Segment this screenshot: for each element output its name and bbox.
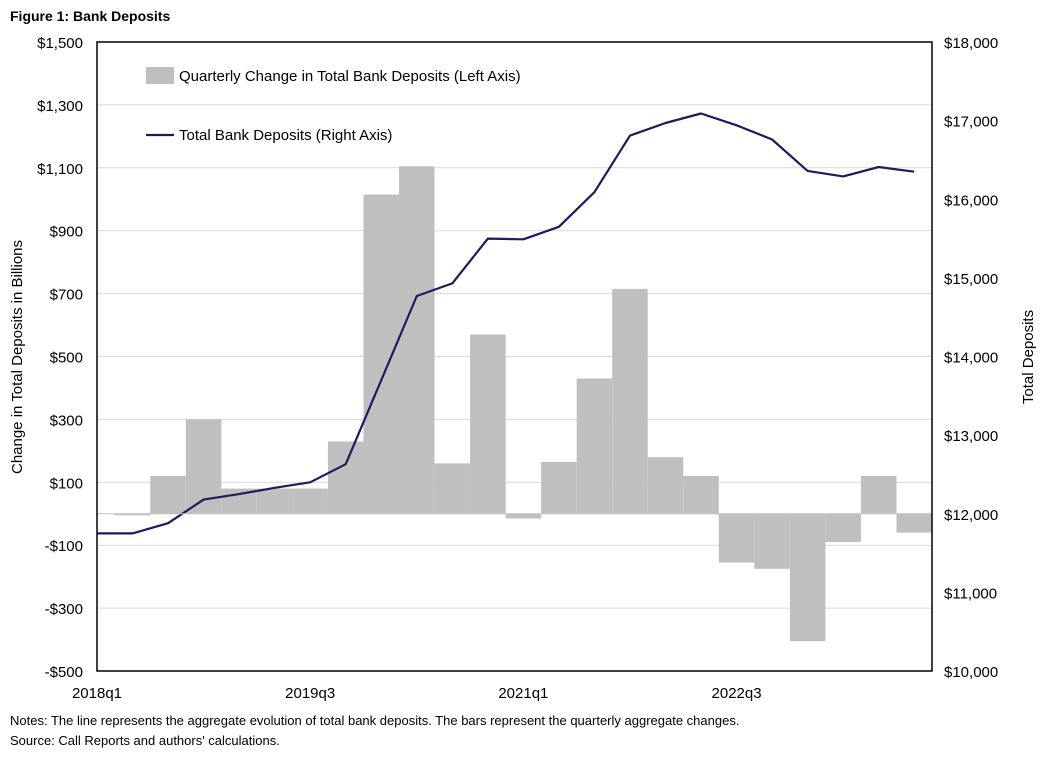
y-left-tick-label: $700 <box>50 287 83 304</box>
y-right-tick-label: $17,000 <box>944 114 998 131</box>
y-right-tick-label: $15,000 <box>944 271 998 288</box>
x-tick-label: 2021q1 <box>498 685 548 702</box>
y-left-tick-label: $1,300 <box>37 98 83 115</box>
bar <box>754 513 790 569</box>
bar <box>434 463 471 514</box>
x-tick-label: 2019q3 <box>285 685 335 702</box>
bar <box>292 488 328 514</box>
plot-frame <box>96 41 933 672</box>
legend-label-bar: Quarterly Change in Total Bank Deposits … <box>179 68 521 85</box>
series-line <box>97 112 915 535</box>
y-left-tick-label: $1,100 <box>37 161 83 178</box>
bar <box>825 513 861 543</box>
y-left-tick-label: $300 <box>50 412 83 429</box>
y-right-tick-label: $12,000 <box>944 507 998 524</box>
bar <box>647 457 684 514</box>
x-tick-label: 2022q3 <box>712 685 762 702</box>
bar <box>399 166 435 514</box>
bar <box>327 441 364 514</box>
figure-notes: Notes: The line represents the aggregate… <box>10 711 739 751</box>
y-right-tick-label: $14,000 <box>944 350 998 367</box>
y-left-tick-label: $500 <box>50 350 83 367</box>
bar <box>789 513 826 642</box>
bar <box>363 194 400 514</box>
y-right-tick-label: $13,000 <box>944 428 998 445</box>
bar <box>860 476 897 514</box>
y-right-tick-label: $11,000 <box>944 585 997 602</box>
y-right-tick-label: $18,000 <box>944 35 998 52</box>
y-left-tick-label: $900 <box>50 224 83 241</box>
bar <box>114 513 151 516</box>
bar <box>718 513 755 563</box>
source-text: Source: Call Reports and authors' calcul… <box>10 733 280 748</box>
bar <box>470 334 506 514</box>
legend-swatch-bar <box>146 67 174 84</box>
y-left-axis-title: Change in Total Deposits in Billions <box>9 240 26 474</box>
legend-label-line: Total Bank Deposits (Right Axis) <box>179 127 392 144</box>
figure-title: Figure 1: Bank Deposits <box>10 8 171 24</box>
bar <box>612 288 648 514</box>
y-left-tick-label: $100 <box>50 475 83 492</box>
bar <box>576 378 613 514</box>
y-left-tick-label: $1,500 <box>37 35 83 52</box>
notes-text: Notes: The line represents the aggregate… <box>10 713 740 728</box>
y-right-axis-title: Total Deposits <box>1020 310 1037 404</box>
y-left-tick-label: -$500 <box>45 664 83 681</box>
bar <box>256 488 293 514</box>
bar <box>150 476 186 514</box>
y-left-tick-label: -$100 <box>45 538 83 555</box>
bar <box>683 476 719 514</box>
x-tick-label: 2018q1 <box>72 685 122 702</box>
bar <box>896 513 932 533</box>
y-left-tick-label: -$300 <box>45 601 83 618</box>
bar <box>541 461 577 514</box>
y-right-tick-label: $10,000 <box>944 664 998 681</box>
bar <box>505 513 542 519</box>
y-right-tick-label: $16,000 <box>944 192 998 209</box>
